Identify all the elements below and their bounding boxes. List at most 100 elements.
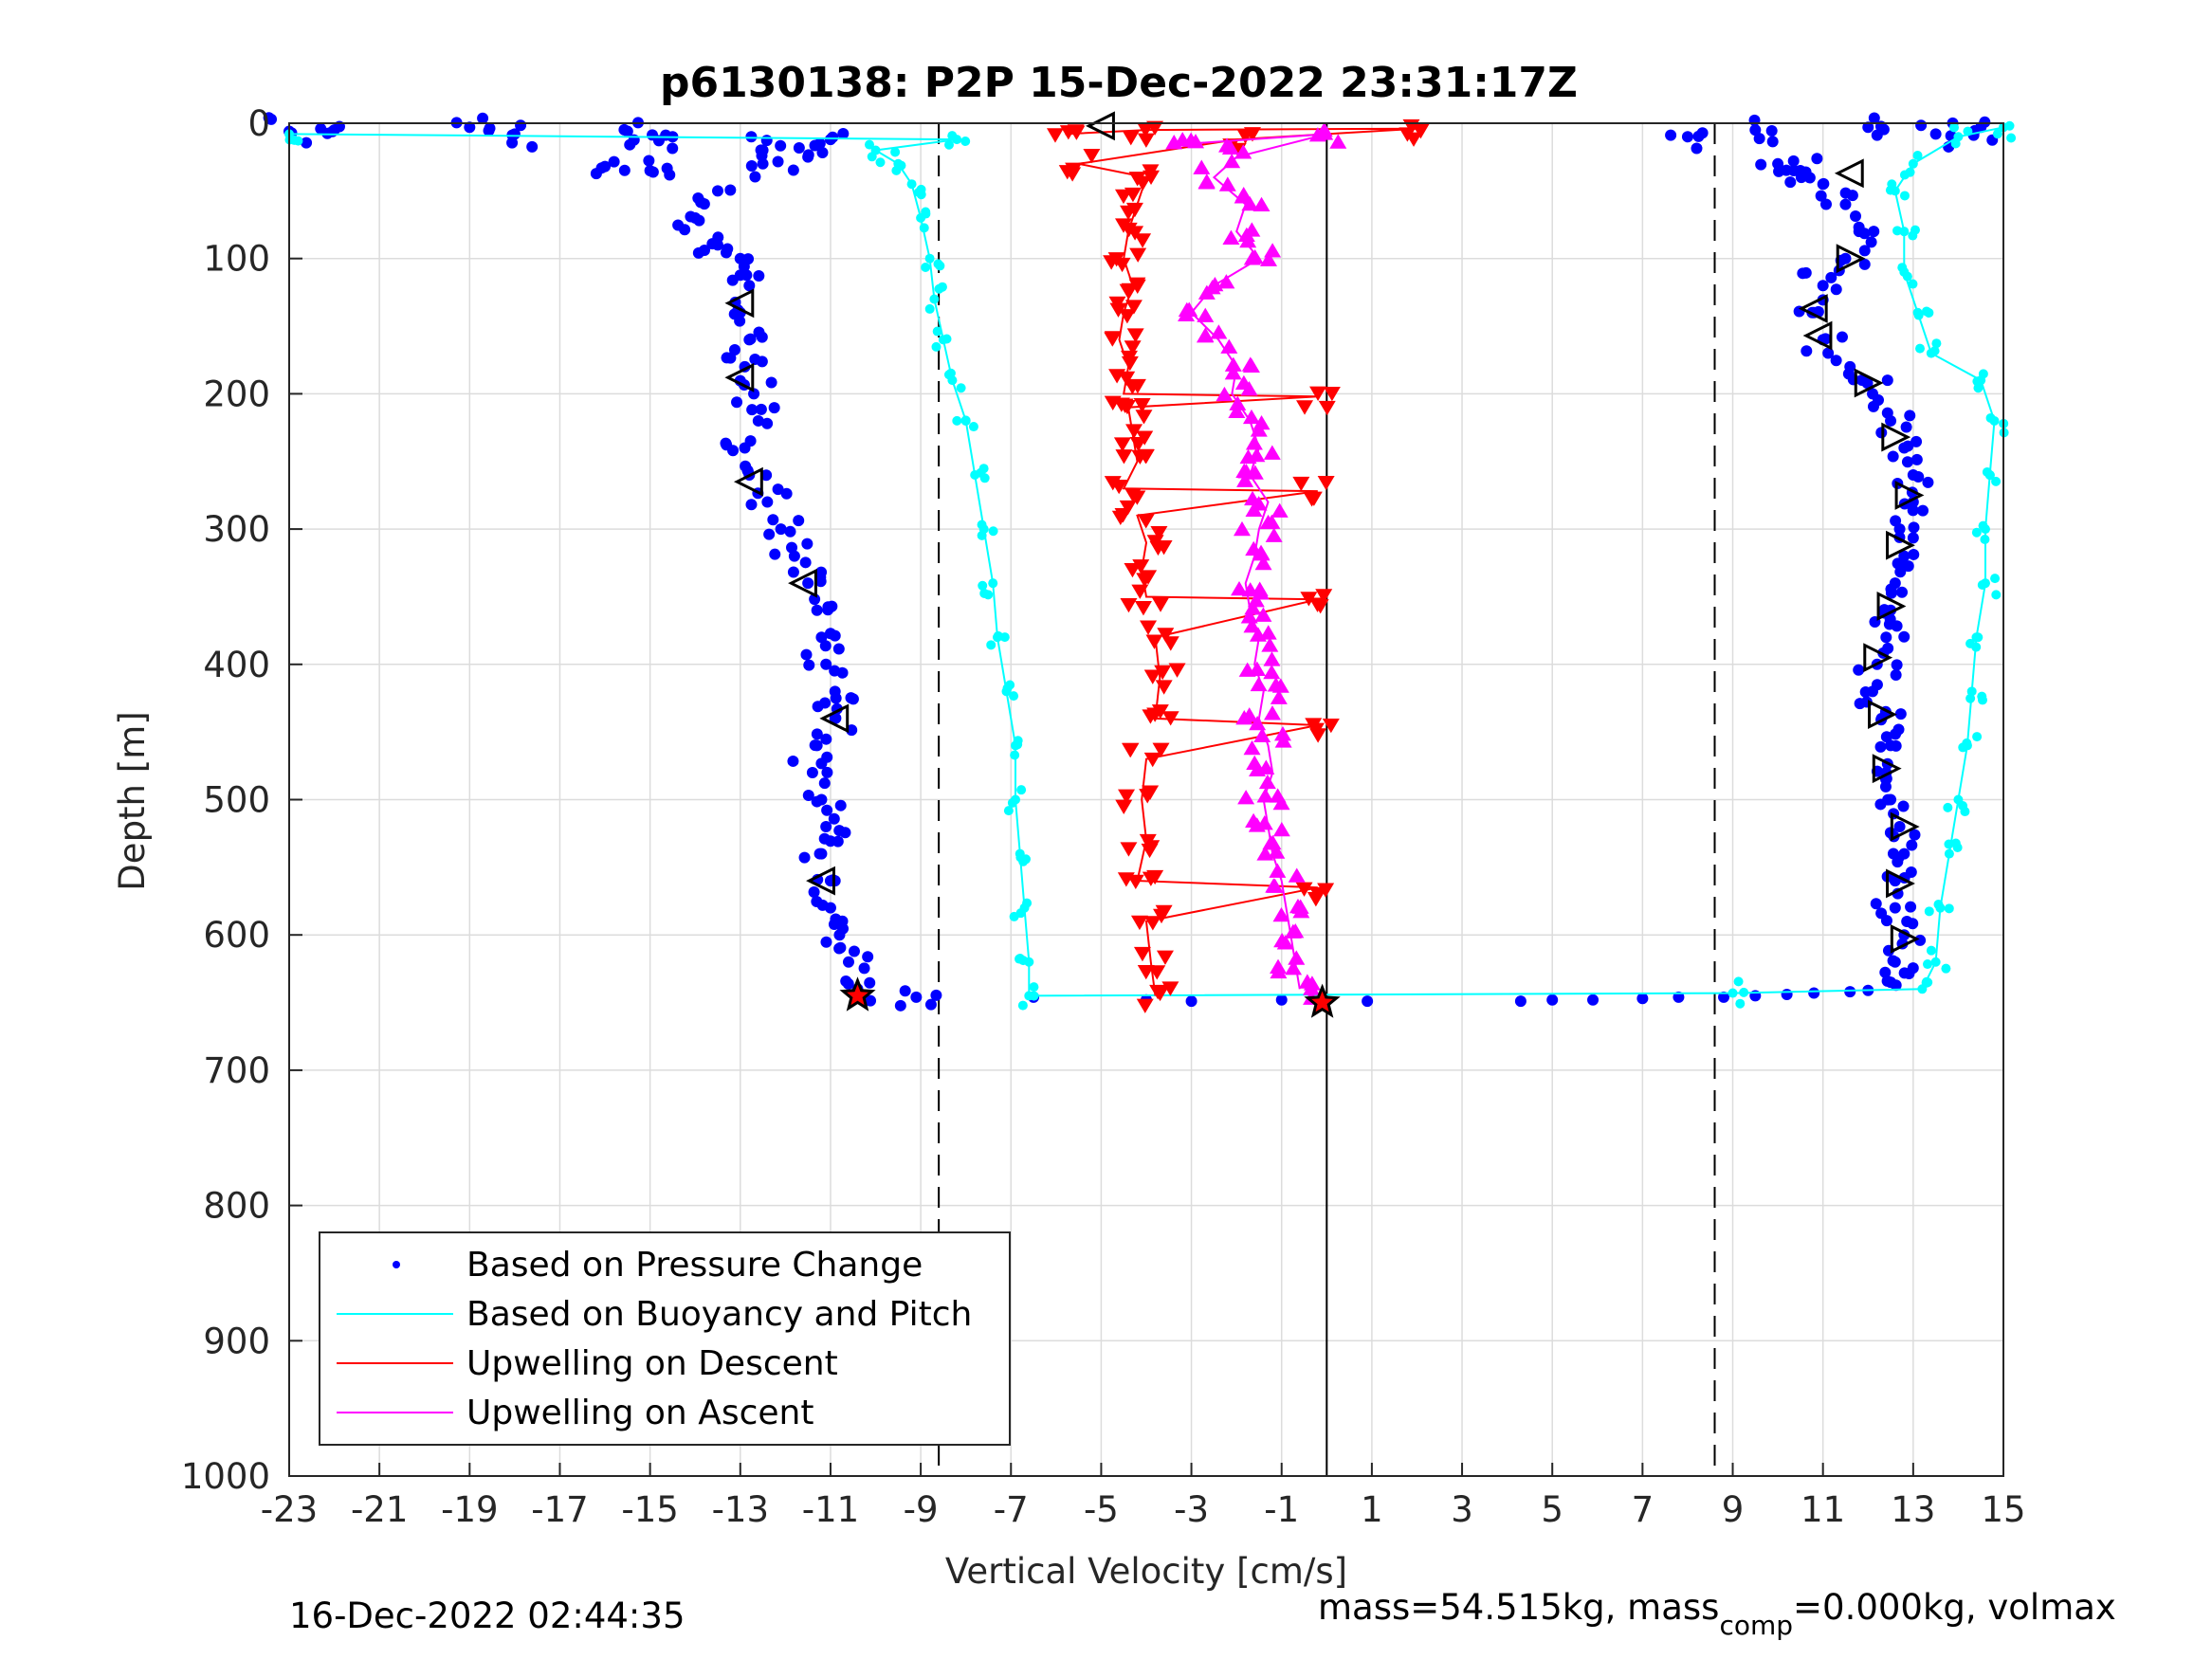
descent-triangle [1111,510,1129,526]
pressure-point [1887,955,1899,967]
pressure-point [1800,266,1812,279]
pressure-point [1822,347,1835,359]
cyan-marker [952,415,962,426]
left-triangle-marker [1798,294,1828,323]
cyan-marker [1952,842,1963,852]
ascent-triangle [1288,950,1306,965]
ascent-triangle [1256,788,1274,803]
cyan-marker [941,334,952,344]
pressure-point [1858,245,1871,257]
ascent-triangle [1231,580,1249,596]
ascent-triangle [1243,739,1261,756]
descent-triangle [1126,874,1144,889]
ascent-triangle [1329,134,1347,149]
ascent-triangle [1180,301,1198,317]
ascent-triangle [1241,195,1259,211]
ascent-triangle [1254,555,1272,571]
cyan-marker [979,588,990,598]
ascent-triangle [1220,338,1238,354]
pressure-point [692,246,704,259]
descent-triangle [1136,573,1154,588]
pressure-point [464,121,476,134]
pressure-point [802,149,814,161]
descent-triangle [1124,300,1143,315]
pressure-point [832,643,845,655]
legend-box [319,1231,1011,1446]
ascent-triangle [1266,878,1284,893]
descent-triangle [1143,170,1161,186]
cyan-marker [1908,279,1918,289]
ascent-triangle [1270,963,1288,979]
pressure-point [1898,630,1910,643]
pressure-point [753,270,765,283]
triangle-markers [724,111,1925,1018]
ascent-triangle [1252,196,1271,212]
pressure-point [1819,333,1832,345]
pressure-point [899,985,911,997]
right-triangle-marker [1872,754,1902,784]
descent-triangle [1317,475,1335,491]
descent-triangle [1104,476,1122,491]
pressure-point [1907,918,1919,930]
y-tick-label: 0 [247,103,270,144]
pressure-point [1912,470,1925,483]
pressure-point [1718,991,1730,1003]
pressure-point [820,821,832,833]
cyan-marker [978,580,988,591]
pressure-point [829,629,841,642]
descent-triangle [1134,601,1152,616]
pressure-point [809,139,821,152]
pressure-point [752,414,764,427]
x-tick-label: -5 [1084,1489,1119,1530]
ascent-triangle [1237,790,1255,805]
pressure-point [1979,116,1991,128]
ascent-triangle [1243,618,1261,633]
pressure-point [748,388,760,400]
pressure-point [1846,190,1858,202]
x-tick-label: -9 [904,1489,939,1530]
pressure-point [1893,821,1906,833]
y-tick-label: 800 [203,1186,270,1227]
pressure-point [793,142,805,155]
cyan-marker [1013,739,1023,750]
descent-triangle [1143,840,1161,855]
right-triangle-marker [1890,811,1920,842]
x-tick-label: -21 [351,1489,408,1530]
cyan-marker [1010,750,1020,760]
pressure-point [1890,979,1902,992]
descent-triangle [1148,965,1166,980]
descent-triangle [1046,128,1064,143]
pressure-point [1889,902,1901,914]
pressure-point [1844,986,1856,998]
ascent-triangle [1273,726,1291,741]
pressure-point [1636,993,1649,1005]
descent-triangle [1157,628,1175,643]
cyan-marker [935,261,945,271]
cyan-marker [1921,306,1931,317]
pressure-point [1817,280,1829,292]
descent-triangle [1309,386,1327,401]
cyan-marker [1728,988,1738,998]
descent-triangle [1118,399,1136,415]
footer-mass-a: mass=54.515kg, mass [1318,1587,1719,1628]
pressure-point [787,164,799,176]
cyan-marker [988,526,998,537]
descent-triangle [1128,490,1146,505]
pressure-point [1904,410,1916,422]
cyan-marker [929,294,940,304]
pressure-point [742,253,755,265]
descent-triangle [1115,449,1133,465]
ascent-triangle [1239,448,1257,465]
cyan-marker [1926,945,1936,956]
descent-triangle [1168,663,1186,678]
descent-triangle [1118,309,1136,324]
footer-mass: mass=54.515kg, masscomp=0.000kg, volmax [1318,1587,2116,1641]
cyan-marker [988,578,998,589]
pressure-point [692,192,704,205]
pressure-point [840,975,852,987]
cyan-marker [1897,263,1908,273]
ascent-triangle [1197,307,1215,322]
cyan-marker [1978,520,1988,531]
descent-triangle [1292,476,1310,492]
